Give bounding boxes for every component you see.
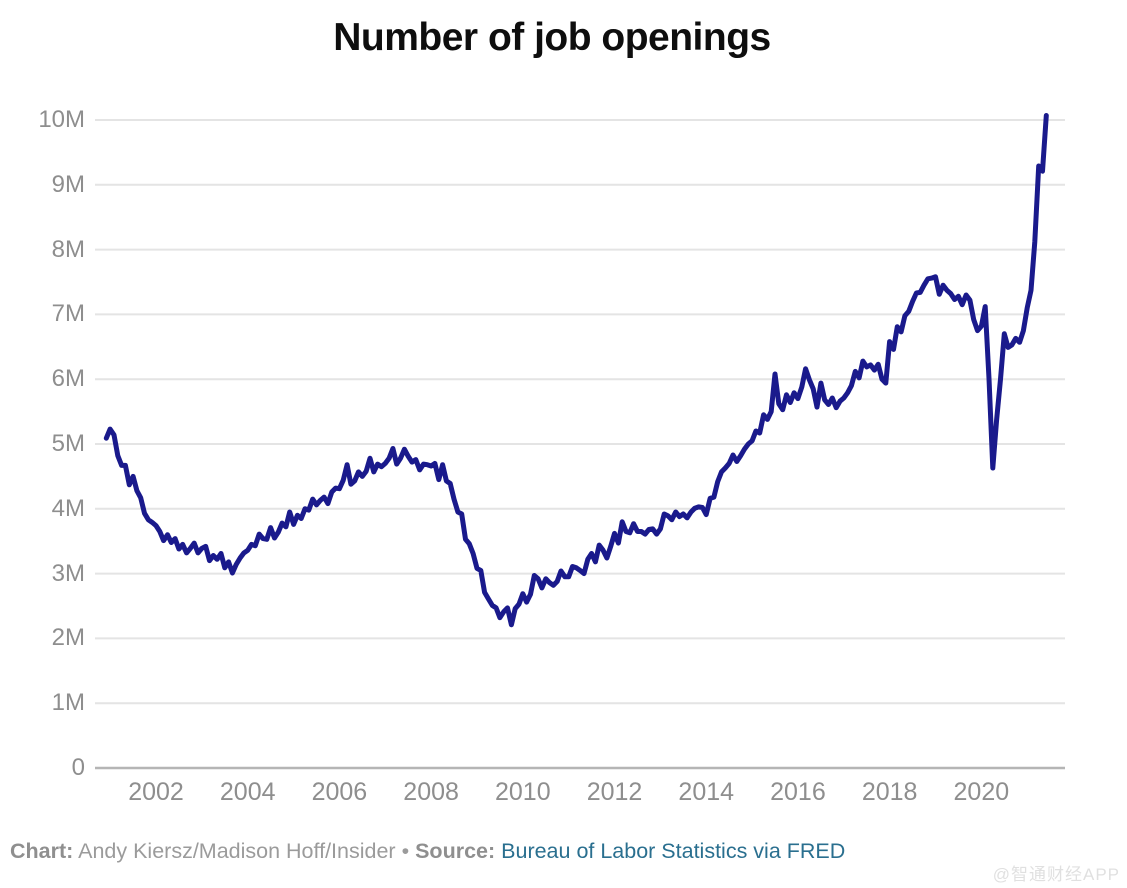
x-tick-label: 2002: [128, 778, 184, 806]
x-tick-label: 2018: [861, 778, 918, 806]
y-tick-label: 1M: [51, 689, 85, 717]
attribution-footer: Chart: Andy Kiersz/Madison Hoff/Insider …: [10, 839, 1010, 864]
chart-title: Number of job openings: [333, 16, 771, 59]
x-tick-label: 2012: [586, 778, 643, 806]
y-tick-label: 7M: [51, 300, 85, 328]
y-tick-label: 3M: [51, 559, 85, 587]
y-tick-label: 6M: [51, 365, 85, 393]
y-tick-label: 8M: [51, 235, 85, 263]
watermark-text: @智通财经APP: [992, 865, 1120, 884]
job-openings-line: [103, 113, 1049, 628]
x-tick-label: 2020: [953, 778, 1010, 806]
x-tick-label: 2010: [495, 778, 551, 806]
source-label: Source:: [415, 839, 496, 863]
chart-credit-label: Chart:: [10, 839, 74, 863]
chart-credit-text: Andy Kiersz/Madison Hoff/Insider: [78, 839, 396, 863]
source-link[interactable]: Bureau of Labor Statistics via FRED: [501, 839, 846, 863]
x-tick-label: 2008: [403, 778, 459, 806]
separator-bullet-icon: •: [401, 839, 410, 863]
y-tick-label: 2M: [51, 624, 85, 652]
x-tick-label: 2014: [678, 778, 735, 806]
x-tick-label: 2006: [311, 778, 368, 806]
x-tick-label: 2016: [770, 778, 826, 806]
y-tick-label: 0: [71, 754, 85, 781]
y-tick-label: 9M: [51, 170, 85, 198]
y-tick-label: 4M: [51, 494, 85, 522]
x-tick-label: 2004: [219, 778, 276, 806]
y-tick-label: 5M: [51, 430, 85, 457]
y-tick-label: 10M: [38, 106, 85, 133]
